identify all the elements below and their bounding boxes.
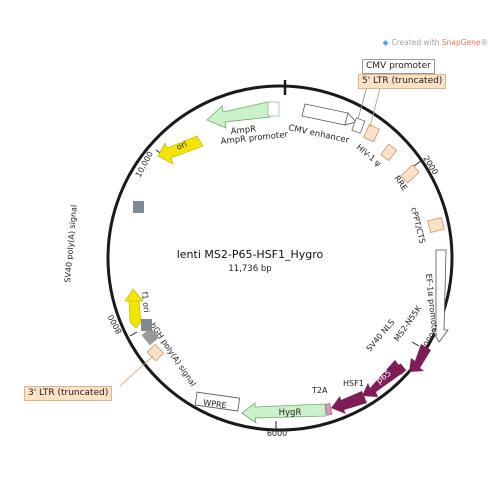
ef1a-promoter-arrow[interactable] — [431, 249, 449, 343]
ltr3-feature[interactable] — [146, 343, 165, 362]
hiv1-psi-label: HIV-1 ψ — [355, 143, 383, 169]
hsf1-arrow[interactable] — [331, 391, 367, 414]
hsf1-label: HSF1 — [343, 379, 364, 388]
tick-label-6000: 6000 — [267, 429, 287, 438]
hygr-arrow[interactable] — [241, 402, 327, 424]
tick-4000 — [411, 341, 420, 347]
wpre-feature[interactable] — [194, 391, 241, 412]
sv40-polya-feature[interactable] — [133, 201, 144, 213]
backbone-circle — [106, 84, 454, 432]
ms2-n55k-label: MS2-N55K — [392, 303, 424, 343]
ampr-arrow[interactable] — [206, 101, 271, 129]
snapgene-logo-icon: ◆ — [382, 38, 389, 47]
ltr3-leader — [119, 355, 154, 387]
ltr3-callout[interactable]: 3' LTR (truncated) — [24, 386, 113, 401]
ampr-promoter-feature[interactable] — [267, 101, 280, 117]
credit-brand: SnapGene — [441, 38, 481, 47]
cppt-cts-label: cPPT/CTS — [409, 206, 427, 244]
f1-ori-arrow[interactable] — [124, 288, 144, 329]
wpre-label: WPRE — [203, 398, 227, 410]
credit-mark: ® — [480, 38, 489, 47]
tick-2000 — [413, 160, 422, 167]
cmv-promoter-callout[interactable]: CMV promoter — [362, 59, 435, 74]
ampr-label: AmpR — [230, 124, 256, 137]
sv40-nls-label: SV40 NLS — [365, 318, 397, 354]
cmv-enhancer-label: CMV enhancer — [287, 123, 350, 146]
slate-feature-lower[interactable] — [141, 319, 152, 331]
ori-label: ori — [175, 139, 188, 151]
hygr-label: HygR — [279, 408, 302, 418]
ltr5-leader — [369, 87, 381, 128]
hiv1-psi-feature[interactable] — [380, 143, 398, 162]
t2a-feature[interactable] — [324, 403, 333, 416]
plasmid-name: lenti MS2-P65-HSF1_Hygro — [176, 248, 324, 261]
cmv-promoter-feature[interactable] — [351, 117, 366, 134]
tick-8000 — [129, 331, 138, 337]
snapgene-credit: ◆ Created with SnapGene® — [383, 38, 488, 47]
ori-arrow[interactable] — [157, 135, 204, 165]
cmv-enhancer-arrow[interactable] — [301, 103, 357, 126]
ms2-n55k-arrow[interactable] — [409, 344, 431, 372]
f1-ori-label: f1 ori — [140, 291, 151, 313]
rre-feature[interactable] — [400, 164, 420, 184]
cppt-cts-feature[interactable] — [427, 216, 445, 234]
t2a-label: T2A — [311, 386, 328, 395]
ltr5-callout[interactable]: 5' LTR (truncated) — [358, 74, 447, 89]
ltr5-feature[interactable] — [363, 124, 380, 143]
p65-arrow[interactable] — [362, 360, 404, 397]
plasmid-size: 11,736 bp — [228, 264, 272, 274]
bgh-polya-feature[interactable] — [141, 327, 160, 346]
credit-prefix: Created with — [391, 38, 442, 47]
